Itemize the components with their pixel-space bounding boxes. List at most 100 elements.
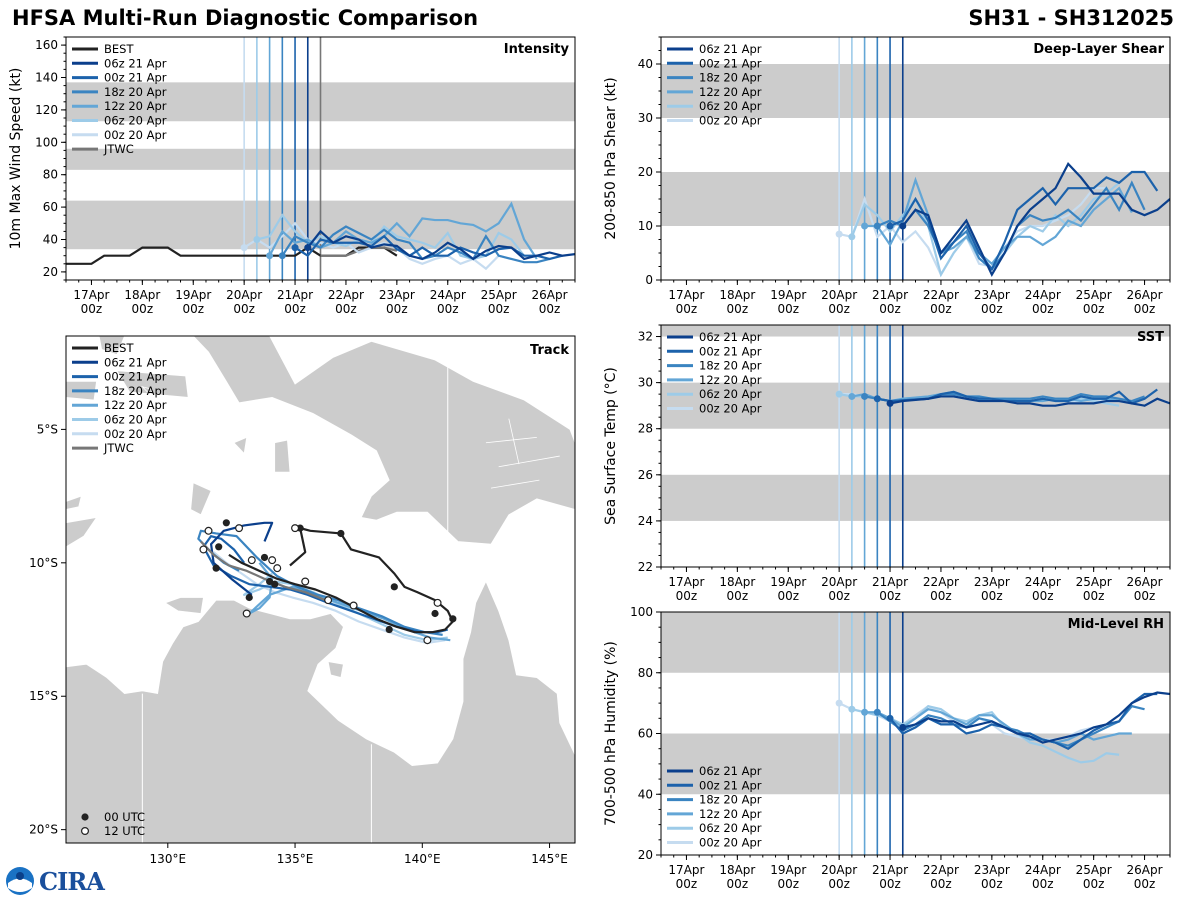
x-tick-label: 18Apr [719, 288, 755, 302]
series-line [901, 162, 1170, 277]
panel-rh: 2040608010017Apr00z18Apr00z19Apr00z20Apr… [603, 605, 1171, 891]
x-tick-sublabel: 00z [930, 877, 952, 891]
x-tick-label: 20Apr [226, 288, 262, 302]
panel-intensity: 2040608010012014016017Apr00z18Apr00z19Ap… [8, 36, 576, 316]
legend-label: 12z 20 Apr [699, 807, 762, 821]
x-tick-label: 25Apr [1076, 288, 1112, 302]
marker-00utc [431, 609, 439, 618]
y-tick-label: 40 [638, 787, 653, 801]
island [327, 661, 344, 679]
x-tick-label: 140°E [404, 852, 441, 866]
x-tick-label: 22Apr [923, 863, 959, 877]
cira-logo: CIRA [5, 866, 105, 896]
y-tick-label: 10°S [29, 556, 58, 570]
australia-landmass [66, 580, 575, 843]
y-tick-label: 120 [35, 103, 58, 117]
threshold-band [661, 382, 1170, 429]
x-tick-sublabel: 00z [1134, 877, 1156, 891]
plot-area [661, 325, 1170, 567]
y-tick-label: 28 [638, 422, 653, 436]
island [66, 495, 82, 510]
x-tick-sublabel: 00z [727, 302, 749, 316]
x-tick-sublabel: 00z [233, 302, 255, 316]
y-tick-label: 30 [638, 376, 653, 390]
x-tick-sublabel: 00z [182, 302, 204, 316]
legend-label: 12z 20 Apr [104, 398, 167, 412]
x-tick-sublabel: 00z [1032, 589, 1054, 603]
marker-12utc [247, 556, 256, 565]
y-tick-label: 20 [43, 265, 58, 279]
series-start-point [835, 230, 843, 238]
series-start-point [899, 222, 907, 230]
panel-track: 130°E 135°E 140°E 145°E 5°S 10°S 15°S 20°S Track… [29, 335, 576, 866]
border-line [498, 455, 560, 468]
x-tick-sublabel: 00z [777, 302, 799, 316]
x-tick-label: 23Apr [974, 575, 1010, 589]
y-tick-label: 26 [638, 468, 653, 482]
threshold-band [661, 612, 1170, 673]
x-tick-sublabel: 00z [777, 877, 799, 891]
y-axis-label: Sea Surface Temp (°C) [603, 367, 619, 525]
x-tick-sublabel: 00z [1083, 589, 1105, 603]
x-tick-sublabel: 00z [828, 877, 850, 891]
panel-shear: 01020304017Apr00z18Apr00z19Apr00z20Apr00… [603, 36, 1171, 316]
y-tick-label: 32 [638, 330, 653, 344]
legend-label: 18z 20 Apr [699, 71, 762, 85]
island [190, 482, 212, 516]
x-tick-label: 22Apr [923, 288, 959, 302]
legend-label: 12 UTC [104, 824, 145, 838]
y-tick-label: 140 [35, 71, 58, 85]
x-tick-sublabel: 00z [828, 589, 850, 603]
y-tick-label: 10 [638, 219, 653, 233]
marker-00utc [260, 553, 269, 562]
legend-label: 00z 20 Apr [104, 128, 167, 142]
series-start-point [886, 399, 894, 407]
x-tick-label: 23Apr [379, 288, 415, 302]
panel-title: Track [530, 343, 569, 358]
legend-label: BEST [104, 42, 134, 56]
x-tick-sublabel: 00z [1083, 877, 1105, 891]
x-tick-sublabel: 00z [879, 302, 901, 316]
island [164, 597, 204, 614]
legend-label: 00z 21 Apr [104, 71, 167, 85]
series-start-point [873, 222, 881, 230]
marker-12utc [204, 526, 213, 535]
x-tick-sublabel: 00z [930, 589, 952, 603]
marker-12utc [242, 609, 251, 618]
jtwc-line [320, 246, 398, 257]
legend-label: 00z 21 Apr [699, 56, 762, 70]
series-start-point [899, 723, 907, 731]
series-line [889, 170, 1159, 272]
legend-marker-00utc [81, 813, 89, 821]
marker-12utc [199, 545, 208, 554]
y-tick-label: 20 [638, 165, 653, 179]
x-tick-sublabel: 00z [284, 302, 306, 316]
series-start-point [848, 392, 856, 400]
x-tick-sublabel: 00z [981, 877, 1003, 891]
series-start-point [886, 714, 894, 722]
legend-label: 06z 21 Apr [699, 42, 762, 56]
legend-label: JTWC [103, 142, 134, 156]
series-line [889, 692, 1158, 750]
x-tick-label: 18Apr [124, 288, 160, 302]
series-start-point [848, 705, 856, 713]
series-start-point [873, 708, 881, 716]
x-tick-sublabel: 00z [1134, 302, 1156, 316]
y-tick-label: 24 [638, 514, 653, 528]
panel-sst: 22242628303217Apr00z18Apr00z19Apr00z20Ap… [603, 324, 1171, 603]
axes-frame [65, 335, 576, 844]
x-tick-sublabel: 00z [676, 589, 698, 603]
legend-label: 00z 20 Apr [699, 402, 762, 416]
marker-00utc [385, 625, 393, 634]
marker-12utc [433, 598, 442, 607]
series-line [268, 201, 538, 260]
x-tick-label: 17Apr [73, 288, 109, 302]
x-tick-label: 25Apr [1076, 863, 1112, 877]
panel-title: SST [1137, 330, 1164, 345]
new-guinea-landmass [192, 336, 575, 545]
y-axis-label: 10m Max Wind Speed (kt) [8, 68, 24, 250]
x-tick-label: 25Apr [481, 288, 517, 302]
series-line [889, 395, 1170, 407]
y-tick-label: 60 [43, 200, 58, 214]
x-tick-label: 17Apr [668, 863, 704, 877]
